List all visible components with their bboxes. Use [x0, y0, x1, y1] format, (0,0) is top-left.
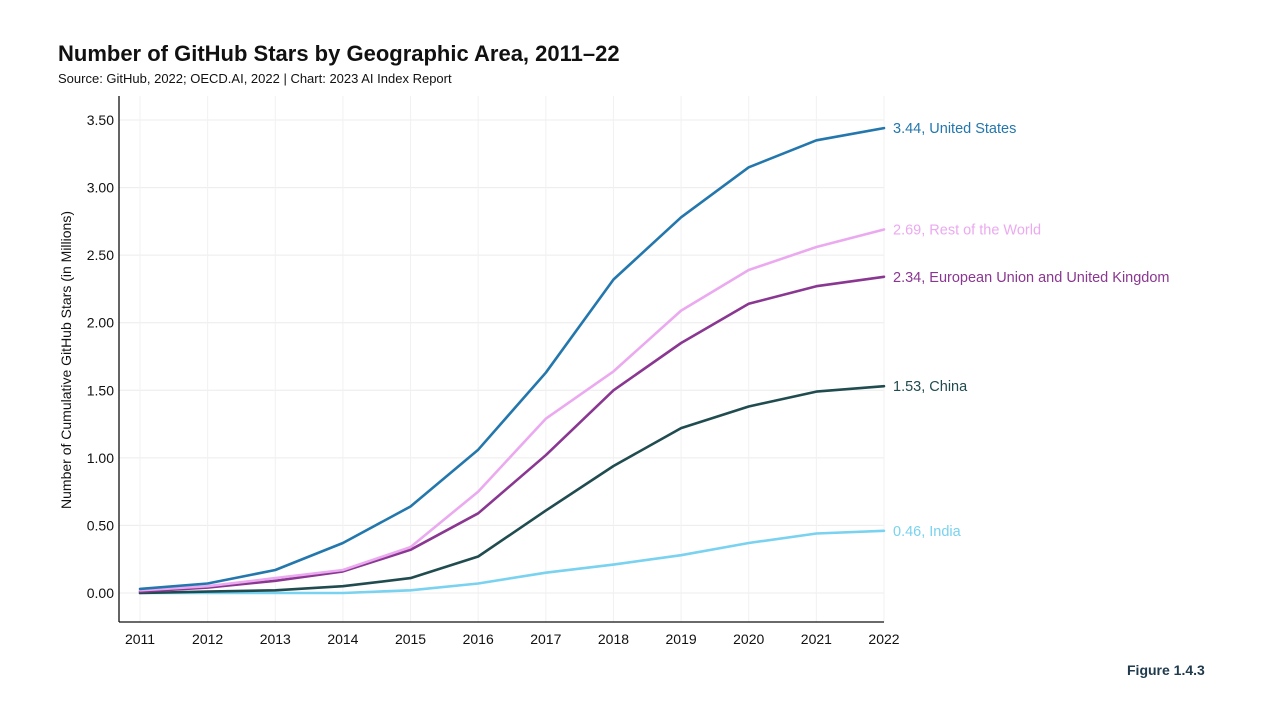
series-line-india: [138, 529, 886, 595]
x-tick-label: 2012: [192, 631, 223, 647]
end-label-european-union-and-united-kingdom: 2.34, European Union and United Kingdom: [893, 270, 1170, 286]
x-tick-label: 2021: [801, 631, 832, 647]
y-axis-ticks: 0.00 0.50 1.00 1.50 2.00 2.50 3.00 3.50: [87, 112, 114, 601]
x-tick-label: 2017: [530, 631, 561, 647]
chart-title: Number of GitHub Stars by Geographic Are…: [58, 41, 620, 66]
y-axis-label: Number of Cumulative GitHub Stars (in Mi…: [58, 211, 74, 509]
figure-number: Figure 1.4.3: [1127, 662, 1205, 678]
end-label-united-states: 3.44, United States: [893, 121, 1016, 137]
y-tick-label: 1.50: [87, 382, 114, 398]
end-label-china: 1.53, China: [893, 379, 968, 395]
y-tick-label: 2.00: [87, 315, 114, 331]
y-tick-label: 3.00: [87, 180, 114, 196]
x-tick-label: 2020: [733, 631, 764, 647]
y-tick-label: 1.00: [87, 450, 114, 466]
grid-lines: [119, 96, 885, 622]
x-tick-label: 2016: [463, 631, 494, 647]
chart-subtitle: Source: GitHub, 2022; OECD.AI, 2022 | Ch…: [58, 71, 452, 86]
x-tick-label: 2013: [260, 631, 291, 647]
x-axis-ticks: 2011 2012 2013 2014 2015 2016 2017 2018 2019 2020…: [125, 631, 900, 647]
x-tick-label: 2015: [395, 631, 426, 647]
series-line-european-union-and-united-kingdom: [138, 275, 886, 593]
series-line-united-states: [138, 126, 886, 591]
x-tick-label: 2019: [666, 631, 697, 647]
series-end-labels: 3.44, United States 2.69, Rest of the Wor…: [893, 121, 1170, 540]
end-label-rest-of-the-world: 2.69, Rest of the World: [893, 222, 1041, 238]
series-line-rest-of-the-world: [138, 228, 886, 592]
y-tick-label: 2.50: [87, 247, 114, 263]
end-label-india: 0.46, India: [893, 524, 962, 540]
y-tick-label: 3.50: [87, 112, 114, 128]
x-tick-label: 2014: [327, 631, 358, 647]
series-line-china: [138, 384, 886, 595]
x-tick-label: 2011: [125, 631, 155, 647]
y-tick-label: 0.00: [87, 585, 114, 601]
y-tick-label: 0.50: [87, 517, 114, 533]
series-lines: [138, 126, 886, 595]
axes: [118, 96, 884, 623]
x-tick-label: 2018: [598, 631, 629, 647]
x-tick-label: 2022: [868, 631, 899, 647]
